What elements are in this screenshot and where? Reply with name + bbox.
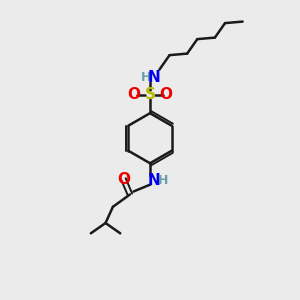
Text: O: O <box>117 172 130 187</box>
Text: O: O <box>160 87 173 102</box>
Text: S: S <box>145 87 155 102</box>
Text: H: H <box>141 71 152 84</box>
Text: O: O <box>127 87 140 102</box>
Text: H: H <box>158 174 168 187</box>
Text: N: N <box>148 173 160 188</box>
Text: N: N <box>148 70 161 85</box>
